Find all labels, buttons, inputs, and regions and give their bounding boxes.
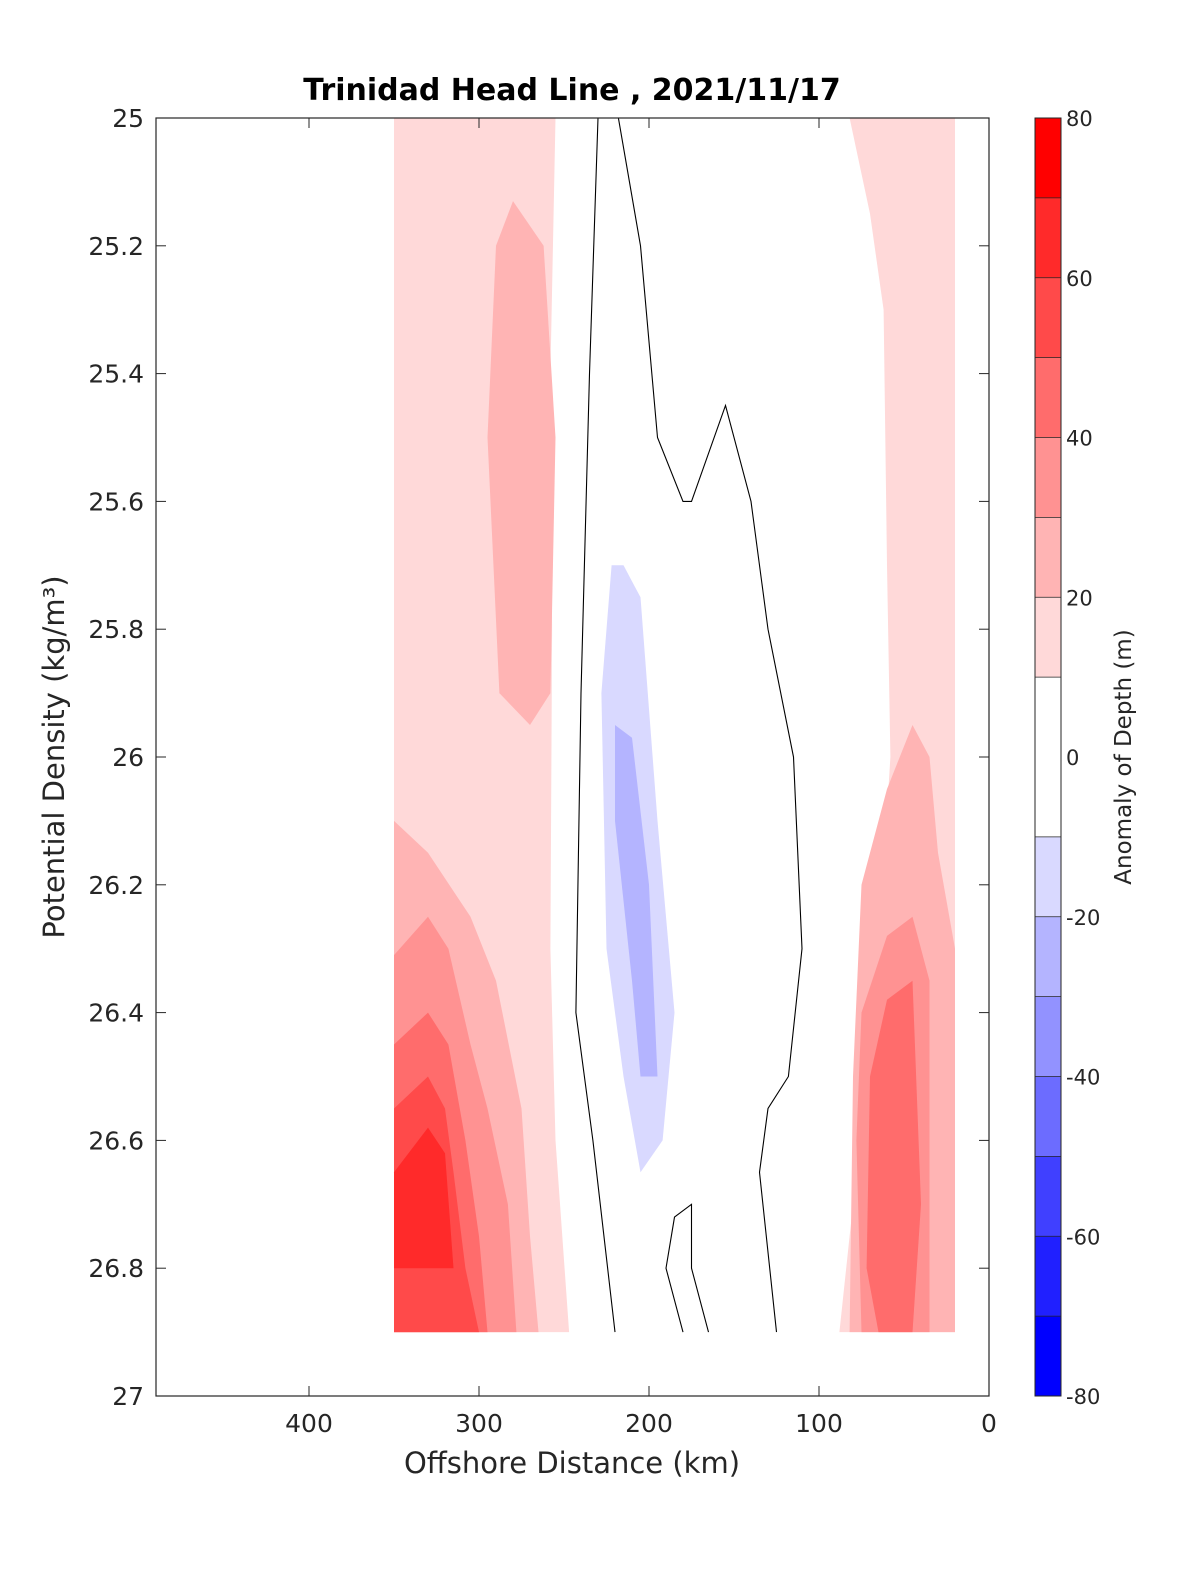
colorbar-band-60-to-70 (1035, 197, 1061, 278)
colorbar-band--70-to--60 (1035, 1236, 1061, 1317)
x-tick-label-100: 100 (795, 1409, 843, 1438)
y-tick-label-25: 25 (112, 104, 144, 133)
colorbar: 80 60 40 20 0 -20 -40 -60 -80 (1034, 107, 1100, 1409)
y-tick-label-26.8: 26.8 (88, 1254, 144, 1283)
colorbar-tick-label-80: 80 (1066, 107, 1093, 131)
colorbar-tick-label-40: 40 (1066, 427, 1093, 451)
colorbar-band--10-to-10 (1035, 677, 1061, 837)
y-tick-label-26.4: 26.4 (88, 999, 144, 1028)
contour-fills (394, 118, 955, 1333)
y-axis-label: Potential Density (kg/m³) (37, 575, 71, 938)
colorbar-band--40-to--30 (1035, 996, 1061, 1077)
y-tick-label-25.6: 25.6 (88, 487, 144, 516)
y-tick-label-26: 26 (112, 743, 144, 772)
contour-region-30-3 (487, 201, 556, 726)
y-tick-label-25.4: 25.4 (88, 360, 144, 389)
colorbar-band--60-to--50 (1035, 1156, 1061, 1237)
x-tick-label-200: 200 (625, 1409, 673, 1438)
colorbar-band-30-to-40 (1035, 437, 1061, 518)
colorbar-band-70-to-80 (1035, 118, 1061, 198)
chart-title: Trinidad Head Line , 2021/11/17 (303, 73, 840, 108)
colorbar-tick-label-60: 60 (1066, 267, 1093, 291)
colorbar-band-10-to-20 (1035, 597, 1061, 678)
colorbar-frame (1034, 117, 1062, 1397)
colorbar-band--80-to--70 (1035, 1316, 1061, 1396)
x-axis: 400 300 200 100 0 (285, 118, 997, 1438)
zero-contour-lines (575, 118, 803, 1333)
colorbar-band--30-to--20 (1035, 916, 1061, 997)
x-axis-label: Offshore Distance (km) (404, 1446, 740, 1480)
colorbar-band--50-to--40 (1035, 1076, 1061, 1157)
y-tick-label-26.6: 26.6 (88, 1126, 144, 1155)
x-tick-label-400: 400 (285, 1409, 333, 1438)
contour-line-0-2 (665, 1203, 710, 1333)
contour-region-70-7 (394, 1127, 454, 1269)
colorbar-tick-label--60: -60 (1066, 1225, 1100, 1249)
colorbar-band-40-to-50 (1035, 357, 1061, 438)
y-tick-label-25.8: 25.8 (88, 615, 144, 644)
colorbar-band--20-to--10 (1035, 836, 1061, 917)
colorbar-tick-label--20: -20 (1066, 906, 1100, 930)
colorbar-tick-label--80: -80 (1066, 1385, 1100, 1409)
x-tick-label-300: 300 (455, 1409, 503, 1438)
colorbar-band-20-to-30 (1035, 517, 1061, 598)
y-tick-label-27: 27 (112, 1382, 144, 1411)
y-tick-label-26.2: 26.2 (88, 871, 144, 900)
colorbar-tick-label-0: 0 (1066, 746, 1079, 770)
contour-region-50-12 (866, 980, 921, 1333)
contour-region--30-15 (615, 725, 658, 1077)
contour-line-0-1 (617, 118, 803, 1333)
colorbar-label: Anomaly of Depth (m) (1111, 629, 1137, 884)
y-tick-label-25.2: 25.2 (88, 232, 144, 261)
colorbar-tick-label-20: 20 (1066, 586, 1093, 610)
colorbar-band-50-to-60 (1035, 277, 1061, 358)
y-axis: 25 25.2 25.4 25.6 25.8 26 26.2 26.4 26.6 26.8 27 (88, 104, 989, 1411)
contour-line-0-0 (575, 118, 616, 1333)
colorbar-tick-label--40: -40 (1066, 1066, 1100, 1090)
x-tick-label-0: 0 (981, 1409, 997, 1438)
